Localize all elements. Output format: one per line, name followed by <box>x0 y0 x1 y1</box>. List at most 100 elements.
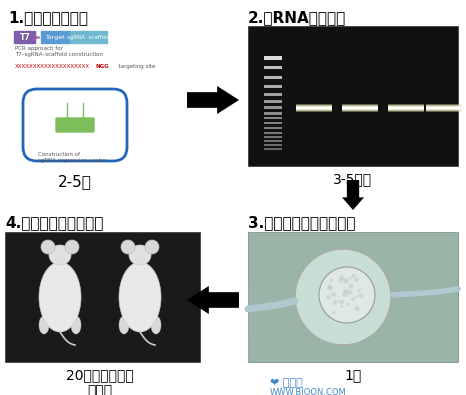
FancyBboxPatch shape <box>14 32 35 43</box>
Circle shape <box>339 275 342 278</box>
Bar <box>248 232 458 258</box>
Text: 3-5小时: 3-5小时 <box>334 172 372 186</box>
Bar <box>296 104 332 112</box>
Circle shape <box>334 310 339 315</box>
Bar <box>264 66 282 69</box>
Bar <box>388 106 424 110</box>
Bar <box>248 26 458 166</box>
Ellipse shape <box>119 316 129 334</box>
Bar <box>248 284 458 310</box>
Polygon shape <box>187 86 239 114</box>
Circle shape <box>295 249 391 345</box>
Circle shape <box>41 240 55 254</box>
Bar <box>342 104 378 112</box>
Bar <box>264 144 282 146</box>
Bar <box>342 105 378 111</box>
Text: 2-5天: 2-5天 <box>58 174 92 189</box>
Bar <box>296 105 332 111</box>
Circle shape <box>349 303 352 306</box>
Circle shape <box>345 302 350 307</box>
Text: sgRNA expression vector: sgRNA expression vector <box>38 158 107 163</box>
Text: 4.　基因型与表型鉴定: 4. 基因型与表型鉴定 <box>5 215 103 230</box>
Circle shape <box>334 286 339 290</box>
Bar <box>264 85 282 88</box>
Ellipse shape <box>151 316 161 334</box>
Text: PCR approach for: PCR approach for <box>15 46 63 51</box>
Circle shape <box>358 278 361 282</box>
Text: 2.　RNA体外合成: 2. RNA体外合成 <box>248 10 346 25</box>
Text: Construction of: Construction of <box>38 152 80 157</box>
Bar <box>248 258 458 284</box>
Bar <box>264 132 282 134</box>
Text: T7: T7 <box>20 33 30 42</box>
FancyBboxPatch shape <box>70 32 108 43</box>
Text: T7–sgRNA–scaffold construction: T7–sgRNA–scaffold construction <box>15 52 103 57</box>
Circle shape <box>354 294 357 297</box>
Text: sgRNA  scaffold: sgRNA scaffold <box>68 35 110 40</box>
Ellipse shape <box>119 262 161 332</box>
Bar <box>264 140 282 142</box>
Bar <box>388 107 424 109</box>
Bar <box>248 336 458 362</box>
Text: 20天出生，一周
后鉴定: 20天出生，一周 后鉴定 <box>66 368 134 395</box>
Bar <box>264 136 282 138</box>
Bar <box>296 107 332 109</box>
Bar <box>296 106 332 110</box>
Circle shape <box>346 295 348 297</box>
Text: XXXXXXXXXXXXXXXXXXXX: XXXXXXXXXXXXXXXXXXXX <box>15 64 90 69</box>
FancyBboxPatch shape <box>56 118 94 132</box>
Circle shape <box>121 240 135 254</box>
Ellipse shape <box>71 316 81 334</box>
Bar <box>342 107 378 109</box>
Circle shape <box>326 280 332 286</box>
Circle shape <box>319 267 375 323</box>
Bar <box>426 105 462 111</box>
Bar <box>388 105 424 111</box>
Text: ❤ 生物谷: ❤ 生物谷 <box>270 378 303 388</box>
Bar <box>264 100 282 102</box>
Bar <box>5 232 200 362</box>
Bar <box>264 122 282 124</box>
Circle shape <box>339 308 342 310</box>
Circle shape <box>339 290 342 292</box>
Bar <box>264 106 282 109</box>
Bar <box>426 106 462 110</box>
Circle shape <box>337 292 340 295</box>
Text: 3.　显微注射、胚胎移植: 3. 显微注射、胚胎移植 <box>248 215 356 230</box>
Bar <box>264 56 282 60</box>
Text: 1天: 1天 <box>344 368 362 382</box>
Ellipse shape <box>39 316 49 334</box>
Text: NGG: NGG <box>95 64 109 69</box>
Bar <box>426 107 462 109</box>
Bar <box>264 117 282 119</box>
Bar <box>264 93 282 96</box>
Circle shape <box>365 283 367 285</box>
Circle shape <box>361 291 363 293</box>
Bar <box>388 104 424 112</box>
Circle shape <box>353 275 358 280</box>
Bar <box>248 232 458 362</box>
Text: WWW.BIOON.COM: WWW.BIOON.COM <box>270 388 347 395</box>
Bar <box>264 148 282 150</box>
Polygon shape <box>187 286 239 314</box>
Circle shape <box>354 292 358 297</box>
Circle shape <box>365 291 370 296</box>
Text: targeting site: targeting site <box>115 64 155 69</box>
Text: 1.　靶点选择构建: 1. 靶点选择构建 <box>8 10 88 25</box>
Circle shape <box>357 281 362 286</box>
Circle shape <box>145 240 159 254</box>
Bar <box>264 76 282 79</box>
Circle shape <box>343 284 348 288</box>
Bar <box>264 127 282 129</box>
Bar <box>342 106 378 110</box>
Bar <box>248 310 458 336</box>
Circle shape <box>65 240 79 254</box>
Ellipse shape <box>129 245 151 265</box>
Circle shape <box>354 299 357 302</box>
Bar <box>426 104 462 112</box>
Circle shape <box>341 281 346 286</box>
Circle shape <box>335 276 339 280</box>
Polygon shape <box>342 180 364 210</box>
Circle shape <box>361 293 363 296</box>
Circle shape <box>345 273 351 278</box>
